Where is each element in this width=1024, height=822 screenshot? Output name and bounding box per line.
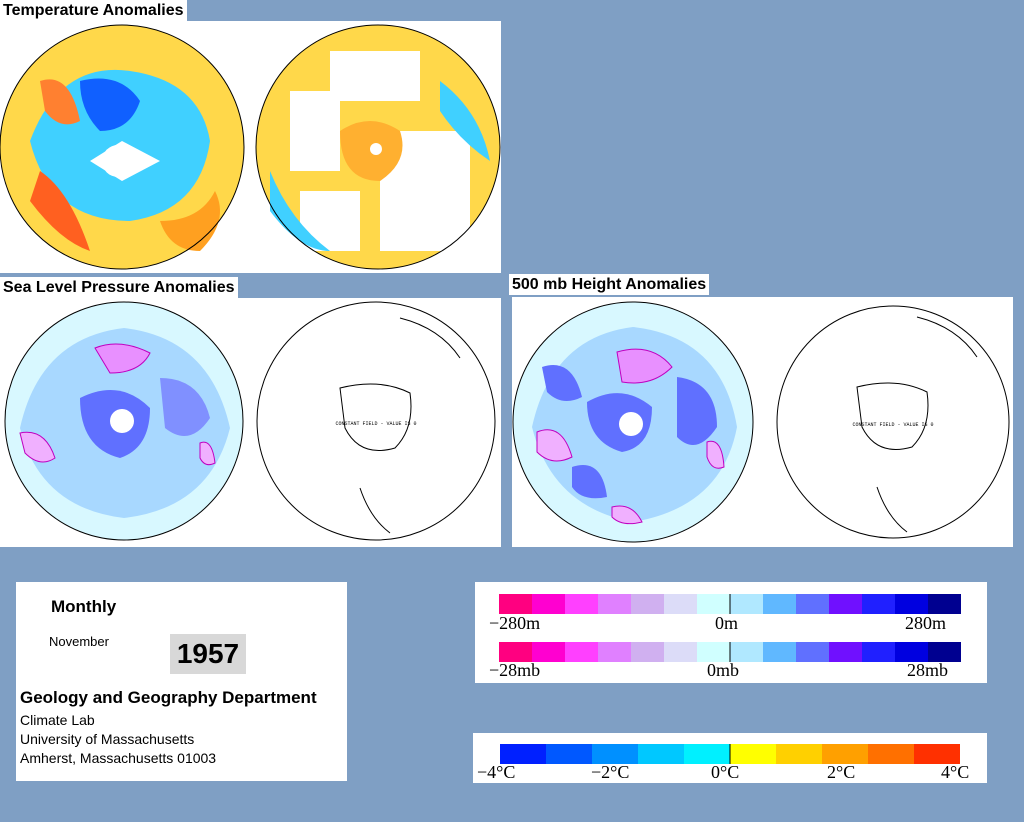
temperature-label-3: 2°C [827,762,856,782]
month-label: November [49,634,109,649]
temperature-colorbar-swatch [730,744,777,764]
pressure-colorbar-swatch [565,642,599,662]
slp-globes: CONSTANT FIELD - VALUE IS 0 [4,301,496,541]
temperature-legend: −4°C −2°C 0°C 2°C 4°C [473,733,987,783]
pressure-label-min: −28mb [489,660,541,680]
temperature-colorbar-swatch [592,744,639,764]
temperature-label-1: −2°C [591,762,630,782]
temperature-globes [0,24,501,270]
height-colorbar-swatch [763,594,797,614]
temperature-colorbar-swatch [914,744,960,764]
height-label-min: −280m [489,613,541,633]
height500-globe-south: CONSTANT FIELD - VALUE IS 0 [776,305,1010,539]
temperature-label-0: −4°C [477,762,516,782]
pressure-colorbar-swatch [928,642,961,662]
pressure-colorbar-swatch [895,642,929,662]
temperature-colorbar-swatch [638,744,685,764]
temperature-colorbar-swatch [684,744,731,764]
height500-constant-note: CONSTANT FIELD - VALUE IS 0 [852,422,933,428]
height-colorbar-swatch [796,594,830,614]
temperature-colorbar-swatch [776,744,823,764]
height500-map-panel: CONSTANT FIELD - VALUE IS 0 [512,297,1013,547]
slp-globe-south: CONSTANT FIELD - VALUE IS 0 [256,301,496,541]
height-colorbar-swatch [664,594,698,614]
height-colorbar-swatch [829,594,863,614]
pressure-label-max: 28mb [907,660,949,680]
period-label: Monthly [51,597,117,616]
temperature-globe-south [255,24,501,270]
address-label: Amherst, Massachusetts 01003 [20,750,217,766]
height-label-max: 280m [905,613,947,633]
height500-globes: CONSTANT FIELD - VALUE IS 0 [512,301,1010,543]
pressure-colorbar-swatch [631,642,665,662]
slp-globe-north [4,301,244,541]
pressure-label-zero: 0mb [707,660,740,680]
university-label: University of Massachusetts [20,731,195,747]
pressure-colorbar-swatch [730,642,764,662]
temperature-label-4: 4°C [941,762,970,782]
height-colorbar-swatch [631,594,665,614]
height500-title: 500 mb Height Anomalies [509,274,710,295]
temperature-globe-north [0,24,245,270]
height-colorbar-swatch [499,594,533,614]
slp-map-panel: CONSTANT FIELD - VALUE IS 0 [0,298,501,547]
slp-constant-note: CONSTANT FIELD - VALUE IS 0 [335,421,416,427]
temperature-title: Temperature Anomalies [0,0,187,21]
temperature-colorbar-swatch [500,744,547,764]
year-label: 1957 [170,634,246,674]
pressure-colorbar [499,642,961,662]
temperature-label-2: 0°C [711,762,740,782]
pressure-colorbar-swatch [862,642,896,662]
temperature-colorbar [500,744,960,764]
height-colorbar [499,594,961,614]
height-colorbar-swatch [697,594,731,614]
pressure-colorbar-swatch [598,642,632,662]
height-colorbar-swatch [928,594,961,614]
height-pressure-legend: −280m 0m 280m −28mb 0mb 28mb [475,582,987,683]
pressure-colorbar-swatch [532,642,566,662]
height-colorbar-swatch [862,594,896,614]
height-colorbar-swatch [895,594,929,614]
temperature-map-panel [0,21,501,273]
pressure-colorbar-swatch [697,642,731,662]
pressure-colorbar-swatch [499,642,533,662]
pressure-colorbar-swatch [763,642,797,662]
pressure-colorbar-swatch [829,642,863,662]
height-colorbar-swatch [730,594,764,614]
lab-label: Climate Lab [20,712,95,728]
height-colorbar-swatch [598,594,632,614]
pressure-colorbar-swatch [796,642,830,662]
height-label-zero: 0m [715,613,739,633]
department-label: Geology and Geography Department [20,688,317,707]
pressure-colorbar-swatch [664,642,698,662]
height-colorbar-swatch [565,594,599,614]
slp-title: Sea Level Pressure Anomalies [0,277,238,298]
temperature-colorbar-swatch [822,744,869,764]
temperature-colorbar-swatch [868,744,915,764]
info-box: Monthly November 1957 Geology and Geogra… [16,582,347,781]
temperature-colorbar-swatch [546,744,593,764]
height-colorbar-swatch [532,594,566,614]
height500-globe-north [512,301,754,543]
